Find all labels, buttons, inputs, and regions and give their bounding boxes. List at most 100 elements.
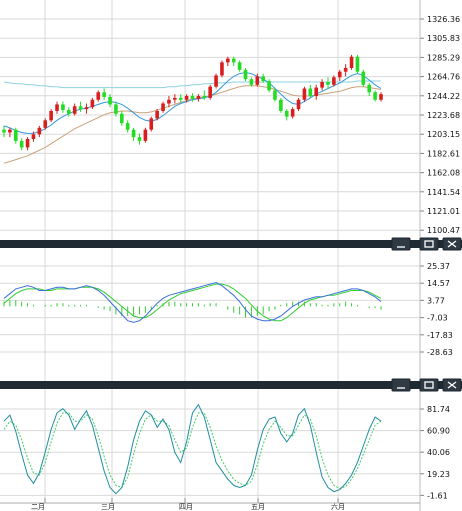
- candle: [284, 109, 289, 121]
- x-month-label: 二月: [31, 503, 45, 511]
- x-month-label: 六月: [331, 502, 345, 511]
- candle: [332, 75, 336, 87]
- candle: [25, 137, 30, 151]
- y-tick-label: 14.57: [427, 279, 450, 288]
- x-month-label: 五月: [251, 503, 265, 511]
- candle: [84, 103, 89, 114]
- candle-body: [279, 99, 283, 111]
- restore-icon: [424, 240, 434, 248]
- y-tick-label: 60.90: [427, 427, 450, 436]
- candle-body: [178, 97, 183, 100]
- candle-body: [167, 99, 171, 104]
- candle: [361, 69, 366, 87]
- y-tick-label: 81.74: [427, 405, 450, 414]
- y-tick-label: 1121.01: [427, 207, 460, 216]
- candle: [302, 86, 307, 102]
- candle-body: [37, 127, 42, 135]
- x-month-label: 三月: [101, 503, 115, 511]
- candle-body: [237, 62, 242, 70]
- candle-body: [326, 81, 330, 85]
- y-tick-label: 1326.36: [427, 15, 460, 24]
- candle-body: [19, 140, 24, 148]
- candle: [214, 73, 218, 89]
- y-tick-label: 40.06: [427, 448, 450, 457]
- candle: [326, 77, 330, 89]
- candle-body: [296, 99, 301, 110]
- candle: [61, 101, 65, 113]
- close-icon: [447, 381, 457, 389]
- candle-body: [61, 104, 65, 111]
- candle-body: [161, 103, 165, 111]
- candle: [72, 103, 77, 116]
- candle: [355, 54, 360, 74]
- y-tick-label: 1285.29: [427, 53, 460, 62]
- candle-body: [190, 96, 195, 99]
- window-button-frame: [391, 378, 411, 392]
- candle: [37, 125, 42, 138]
- candle-body: [90, 99, 95, 108]
- candle: [155, 109, 159, 121]
- candle: [220, 60, 224, 78]
- macd-line: [3, 281, 382, 323]
- candle-body: [143, 129, 148, 141]
- close-button[interactable]: [442, 378, 462, 392]
- candle-body: [373, 92, 377, 100]
- y-tick-label: 25.37: [427, 262, 450, 271]
- candle-body: [96, 92, 101, 100]
- candle: [349, 54, 354, 70]
- candle-body: [231, 58, 236, 63]
- candle: [43, 118, 48, 130]
- candle-body: [290, 109, 295, 117]
- candle: [267, 79, 271, 93]
- candle-body: [343, 67, 348, 72]
- y-tick-label: 3.77: [427, 296, 445, 305]
- candle-body: [208, 86, 212, 98]
- candle: [226, 56, 230, 67]
- candle-body: [108, 96, 112, 105]
- candle-body: [214, 75, 218, 87]
- restore-button[interactable]: [419, 378, 439, 392]
- candle-body: [184, 96, 189, 100]
- candle: [202, 90, 207, 100]
- ma-long-line: [3, 80, 381, 89]
- candle: [19, 138, 24, 151]
- close-icon: [447, 240, 457, 248]
- candle: [184, 94, 189, 103]
- candle-body: [255, 76, 260, 85]
- candle: [314, 84, 319, 100]
- y-tick-label: 1162.08: [427, 169, 460, 178]
- candle-body: [314, 87, 319, 97]
- candle: [261, 73, 265, 83]
- candle: [196, 94, 201, 102]
- candle: [190, 93, 195, 102]
- candle-body: [72, 106, 77, 114]
- candle-body: [84, 107, 89, 110]
- candle: [249, 77, 254, 87]
- candle-body: [196, 96, 201, 99]
- kd-d-line: [3, 412, 382, 490]
- candle-body: [361, 71, 366, 85]
- minimize-button[interactable]: [391, 378, 411, 392]
- restore-button[interactable]: [419, 237, 439, 251]
- candle: [137, 133, 142, 145]
- x-month-label: 四月: [179, 503, 193, 511]
- y-tick-label: 1305.83: [427, 34, 460, 43]
- candle: [237, 60, 242, 72]
- candle: [143, 127, 148, 143]
- candle: [8, 127, 12, 138]
- candle: [373, 90, 377, 102]
- candle-body: [149, 118, 154, 130]
- close-button[interactable]: [442, 237, 462, 251]
- y-tick-label: 1100.47: [427, 226, 460, 235]
- candle: [96, 90, 101, 102]
- candle: [320, 79, 324, 91]
- window-button-frame: [391, 237, 411, 251]
- window-button-frame: [419, 237, 439, 251]
- candle: [108, 94, 112, 108]
- candle: [243, 67, 248, 82]
- minimize-button[interactable]: [391, 237, 411, 251]
- candle-body: [355, 56, 360, 72]
- candle-body: [66, 110, 71, 114]
- candle-body: [114, 104, 118, 114]
